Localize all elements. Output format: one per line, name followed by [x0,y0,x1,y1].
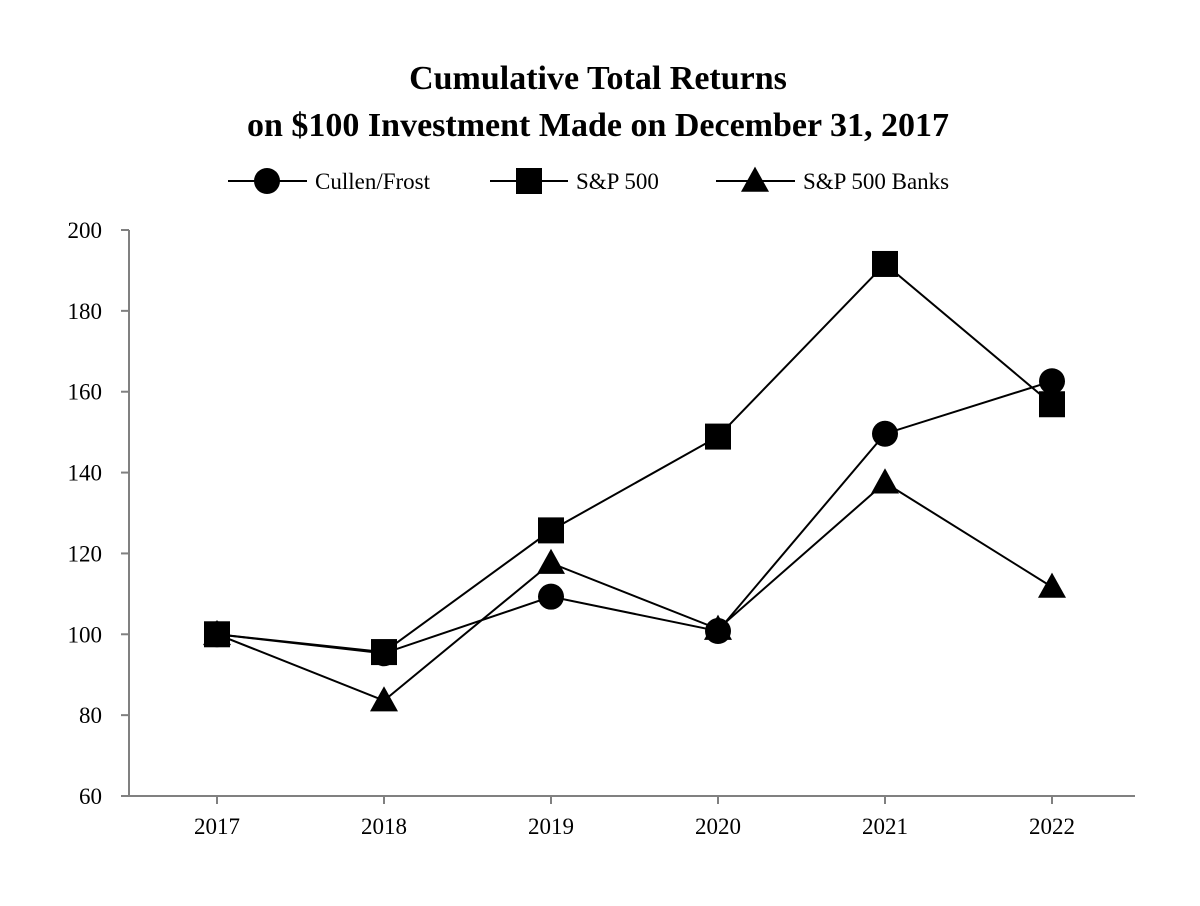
data-point-s-p-500-banks [871,468,899,494]
legend-label: S&P 500 Banks [803,169,949,194]
data-point-s-p-500 [705,423,731,450]
data-point-s-p-500-banks [203,619,231,646]
y-tick-label: 200 [68,218,103,243]
y-axis-ticks: 60 80 100 120 140 160 180 200 [68,218,129,809]
data-point-s-p-500-banks [1038,572,1066,598]
y-tick-label: 160 [68,380,103,405]
legend-item-cullen-frost: Cullen/Frost [228,168,431,194]
legend: Cullen/Frost S&P 500 S&P 500 Banks [228,166,949,194]
x-tick-label: 2022 [1029,814,1075,839]
series-line-cullen-frost [216,380,1053,655]
legend-item-s-p-500-banks: S&P 500 Banks [716,166,949,194]
data-point-s-p-500 [872,250,898,277]
data-point-cullen-frost [1039,368,1065,395]
series-line-s-p-500 [216,262,1053,654]
x-tick-label: 2019 [528,814,574,839]
x-tick-label: 2021 [862,814,908,839]
chart-subtitle: on $100 Investment Made on December 31, … [247,107,949,144]
data-point-cullen-frost [538,583,564,610]
series-line-s-p-500-banks [216,481,1053,702]
axes [128,230,1135,797]
legend-label: S&P 500 [576,169,659,194]
y-tick-label: 140 [68,461,103,486]
series-markers [203,250,1066,712]
chart-title: Cumulative Total Returns [409,60,787,97]
data-point-s-p-500 [371,639,397,666]
data-point-s-p-500 [538,517,564,544]
y-tick-label: 60 [79,784,102,809]
data-point-cullen-frost [872,420,898,447]
data-point-s-p-500-banks [370,686,398,712]
legend-marker-s-p-500-banks [741,166,769,192]
legend-marker-s-p-500 [516,168,542,194]
data-point-s-p-500-banks [537,548,565,574]
legend-marker-cullen-frost [254,168,280,194]
data-point-s-p-500-banks [704,614,732,640]
x-tick-label: 2020 [695,814,741,839]
y-tick-label: 80 [79,703,102,728]
x-axis-ticks: 2017 2018 2019 2020 2021 2022 [194,796,1075,839]
y-tick-label: 180 [68,299,103,324]
series-lines [216,262,1053,702]
legend-item-s-p-500: S&P 500 [490,168,659,194]
legend-label: Cullen/Frost [315,169,431,194]
data-point-s-p-500 [1039,391,1065,418]
x-tick-label: 2018 [361,814,407,839]
x-tick-label: 2017 [194,814,240,839]
y-tick-label: 100 [68,622,103,647]
y-tick-label: 120 [68,541,103,566]
